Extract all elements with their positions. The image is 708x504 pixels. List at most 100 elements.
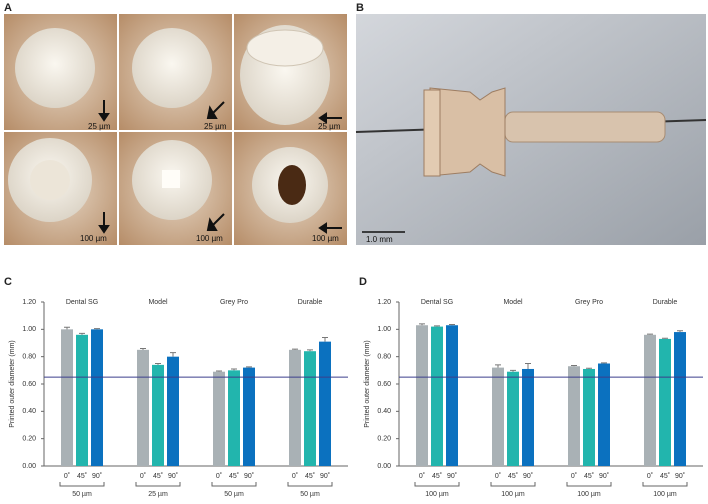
x-tick-label: 45˚: [153, 472, 163, 480]
x-tick-label: 45˚: [584, 472, 594, 480]
bar: [137, 349, 149, 466]
error-bar: [322, 337, 328, 342]
scale-label: 100 µm: [196, 234, 223, 243]
y-tick-label: 1.20: [22, 299, 36, 306]
error-bar: [170, 352, 176, 357]
x-tick-label: 90˚: [447, 472, 457, 480]
category-label: Model: [503, 299, 523, 306]
bar: [213, 371, 225, 466]
error-bar: [307, 349, 313, 352]
category-label: Dental SG: [421, 299, 453, 306]
x-tick-label: 0˚: [647, 472, 653, 480]
x-tick-label: 90˚: [523, 472, 533, 480]
scale-label: 25 µm: [88, 122, 111, 131]
error-bar: [495, 364, 501, 368]
bar: [674, 332, 686, 466]
bar: [289, 349, 301, 466]
scale-label: 25 µm: [318, 122, 341, 131]
bar: [598, 363, 610, 466]
error-bar: [292, 348, 298, 350]
panel-label: C: [4, 276, 12, 288]
error-bar: [140, 347, 146, 350]
y-tick-label: 0.00: [22, 463, 36, 470]
bar: [644, 334, 656, 466]
bracket: [287, 482, 333, 487]
error-bar: [64, 326, 70, 330]
bracket: [566, 482, 612, 487]
bar: [583, 368, 595, 466]
error-bar: [647, 333, 653, 335]
y-tick-label: 0.80: [377, 354, 391, 361]
bracket: [642, 482, 688, 487]
bracket: [59, 482, 105, 487]
bracket: [211, 482, 257, 487]
error-bar: [677, 330, 683, 333]
scale-label: 100 µm: [312, 234, 339, 243]
error-bar: [601, 362, 607, 364]
error-bar: [449, 324, 455, 326]
bar: [228, 370, 240, 466]
y-tick-label: 0.20: [377, 436, 391, 443]
x-tick-label: 0˚: [292, 472, 298, 480]
y-tick-label: 0.40: [377, 408, 391, 415]
scale-bar-label: 1.0 mm: [366, 235, 393, 244]
layer-label: 100 µm: [577, 491, 601, 498]
bracket: [490, 482, 536, 487]
x-tick-label: 90˚: [675, 472, 685, 480]
error-bar: [662, 337, 668, 339]
y-axis-title: Printed outer diameter (mm): [9, 340, 16, 428]
x-tick-label: 45˚: [432, 472, 442, 480]
layer-label: 100 µm: [501, 491, 525, 498]
error-bar: [571, 365, 577, 367]
scale-label: 25 µm: [204, 122, 227, 131]
layer-label: 50 µm: [72, 491, 92, 498]
y-axis-title: Printed outer diameter (mm): [364, 340, 371, 428]
category-label: Grey Pro: [575, 299, 603, 306]
x-tick-label: 0˚: [495, 472, 501, 480]
bar: [659, 338, 671, 466]
bar: [76, 334, 88, 466]
x-tick-label: 45˚: [305, 472, 315, 480]
x-tick-label: 90˚: [92, 472, 102, 480]
error-bar: [231, 368, 237, 371]
x-tick-label: 90˚: [168, 472, 178, 480]
bar: [61, 329, 73, 466]
category-label: Dental SG: [66, 299, 98, 306]
layer-label: 100 µm: [653, 491, 677, 498]
x-tick-label: 0˚: [64, 472, 70, 480]
error-bar: [434, 325, 440, 327]
layer-label: 50 µm: [300, 491, 320, 498]
y-tick-label: 1.20: [377, 299, 391, 306]
y-tick-label: 0.60: [22, 381, 36, 388]
y-tick-label: 0.00: [377, 463, 391, 470]
x-tick-label: 90˚: [320, 472, 330, 480]
category-label: Durable: [298, 299, 323, 306]
y-tick-label: 0.60: [377, 381, 391, 388]
y-tick-label: 0.20: [22, 436, 36, 443]
x-tick-label: 0˚: [419, 472, 425, 480]
x-tick-label: 0˚: [216, 472, 222, 480]
category-label: Durable: [653, 299, 678, 306]
error-bar: [586, 367, 592, 369]
photo-grid: 25 µm 25 µm 25 µm 100 µm 100 µm 100 µm: [4, 14, 347, 245]
bar: [91, 329, 103, 466]
layer-label: 100 µm: [425, 491, 449, 498]
category-label: Grey Pro: [220, 299, 248, 306]
bar: [304, 351, 316, 466]
bar: [568, 366, 580, 466]
x-tick-label: 45˚: [229, 472, 239, 480]
bar: [507, 371, 519, 466]
bar: [243, 367, 255, 466]
category-label: Model: [148, 299, 168, 306]
scale-label: 100 µm: [80, 234, 107, 243]
bar: [522, 368, 534, 466]
x-tick-label: 0˚: [140, 472, 146, 480]
y-tick-label: 0.40: [22, 408, 36, 415]
bracket: [414, 482, 460, 487]
bracket: [135, 482, 181, 487]
panel-label: D: [359, 276, 367, 288]
panel-label: B: [356, 2, 364, 14]
error-bar: [246, 366, 252, 368]
x-tick-label: 45˚: [508, 472, 518, 480]
error-bar: [155, 363, 161, 365]
